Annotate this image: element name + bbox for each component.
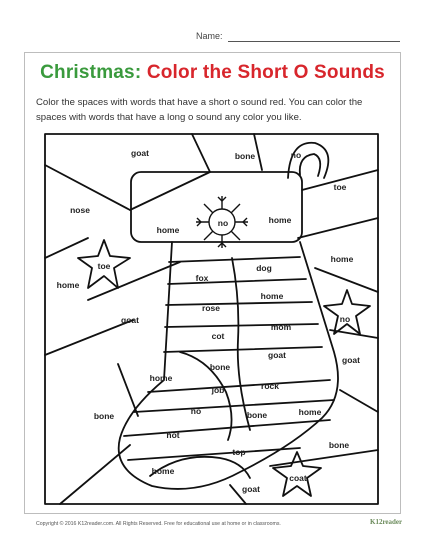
footer-copyright: Copyright © 2016 K12reader.com. All Righ… — [36, 521, 281, 527]
word-home-right[interactable]: home — [331, 254, 354, 264]
word-cot[interactable]: cot — [212, 331, 225, 341]
word-home-mid[interactable]: home — [261, 291, 284, 301]
worksheet-frame — [24, 52, 401, 514]
snowflake-icon — [196, 196, 248, 248]
puzzle-box — [44, 133, 379, 505]
word-goat-bottom[interactable]: goat — [242, 484, 260, 494]
word-goat-mid[interactable]: goat — [268, 350, 286, 360]
word-goat-right[interactable]: goat — [342, 355, 360, 365]
word-no-star[interactable]: no — [340, 314, 350, 324]
word-home-low-right[interactable]: home — [299, 407, 322, 417]
word-no-snowflake[interactable]: no — [218, 218, 228, 228]
word-fox[interactable]: fox — [196, 273, 209, 283]
word-home-right-cuff[interactable]: home — [269, 215, 292, 225]
title-christmas: Christmas: — [40, 62, 142, 83]
k12reader-logo: K12reader — [370, 518, 403, 526]
word-top[interactable]: top — [232, 447, 245, 457]
word-coat[interactable]: coat — [289, 473, 307, 483]
word-goat-left[interactable]: goat — [121, 315, 139, 325]
worksheet-title: Christmas: Color the Short O Sounds — [0, 62, 425, 84]
word-toe-right[interactable]: toe — [334, 182, 347, 192]
name-input-line[interactable] — [228, 41, 400, 42]
word-bone-low[interactable]: bone — [247, 410, 268, 420]
title-subtitle: Color the Short O Sounds — [146, 62, 385, 83]
word-home-cuff[interactable]: home — [157, 225, 180, 235]
word-home-bottom[interactable]: home — [152, 466, 175, 476]
word-mom[interactable]: mom — [271, 322, 292, 332]
word-no-toe-top[interactable]: no — [291, 150, 301, 160]
word-rock[interactable]: rock — [261, 381, 279, 391]
word-rose[interactable]: rose — [202, 303, 220, 313]
word-toe-star[interactable]: toe — [98, 261, 111, 271]
word-bone-left[interactable]: bone — [94, 411, 115, 421]
word-home-left[interactable]: home — [57, 280, 80, 290]
word-home-low-left[interactable]: home — [150, 373, 173, 383]
word-bone-top[interactable]: bone — [235, 151, 256, 161]
word-bone-right[interactable]: bone — [329, 440, 350, 450]
word-hot[interactable]: hot — [166, 430, 179, 440]
instructions-text: Color the spaces with words that have a … — [36, 97, 363, 123]
word-dog[interactable]: dog — [256, 263, 272, 273]
word-no-low[interactable]: no — [191, 406, 201, 416]
word-job[interactable]: job — [211, 385, 225, 395]
word-nose-left[interactable]: nose — [70, 205, 90, 215]
word-goat-top[interactable]: goat — [131, 148, 149, 158]
word-bone-mid[interactable]: bone — [210, 362, 231, 372]
name-label: Name: — [196, 31, 223, 41]
